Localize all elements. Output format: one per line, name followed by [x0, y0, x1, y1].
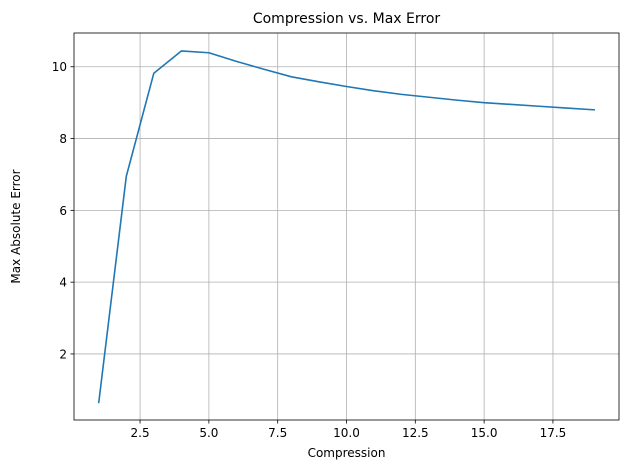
y-tick-label: 10 [52, 60, 67, 74]
y-tick-label: 2 [59, 347, 67, 361]
y-tick-label: 4 [59, 276, 67, 290]
y-axis-ticks: 2 4 6 8 10 [52, 60, 74, 361]
x-tick-label: 17.5 [540, 426, 567, 440]
x-tick-label: 5.0 [199, 426, 218, 440]
y-tick-label: 6 [59, 204, 67, 218]
x-axis-label: Compression [308, 446, 386, 460]
x-tick-label: 10.0 [333, 426, 360, 440]
series-line [97, 50, 596, 404]
x-tick-label: 2.5 [131, 426, 150, 440]
x-tick-label: 12.5 [402, 426, 429, 440]
series-layer [97, 50, 596, 404]
y-axis-label: Max Absolute Error [9, 169, 23, 283]
y-tick-label: 8 [59, 132, 67, 146]
x-axis-ticks: 2.5 5.0 7.5 10.0 12.5 15.0 17.5 [131, 420, 567, 440]
x-tick-label: 15.0 [471, 426, 498, 440]
x-tick-label: 7.5 [268, 426, 287, 440]
chart-title: Compression vs. Max Error [253, 11, 441, 27]
grid-lines [74, 33, 619, 420]
